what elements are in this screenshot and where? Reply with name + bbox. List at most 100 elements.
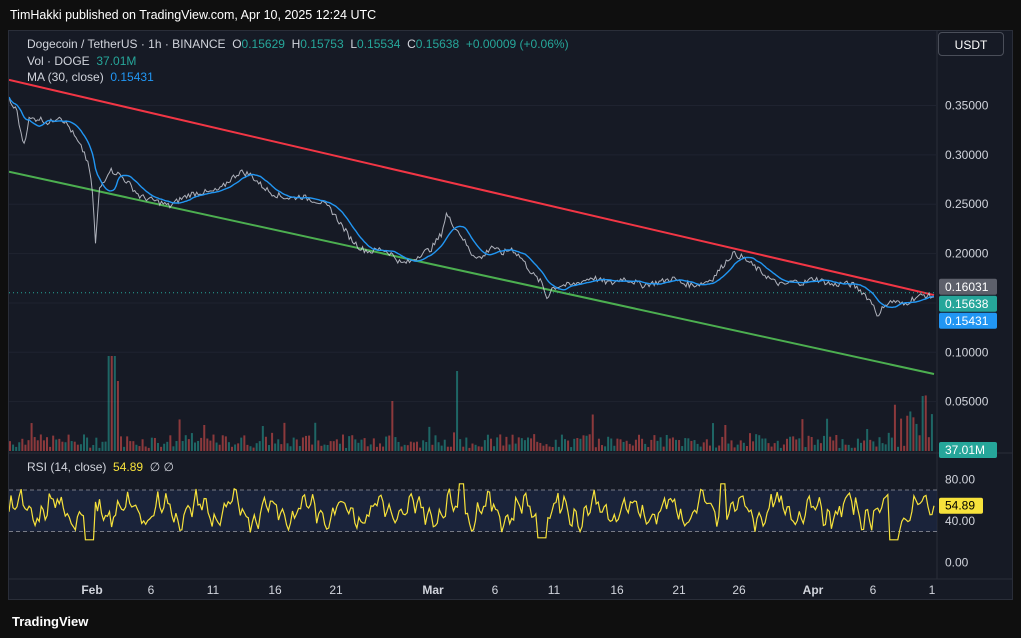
volume-bar [468, 447, 471, 451]
volume-bar [856, 438, 859, 451]
volume-bar [246, 444, 249, 451]
volume-bar [95, 437, 98, 451]
volume-bar [696, 443, 699, 451]
price-tick-label: 0.05000 [945, 395, 989, 409]
low-value: 0.15534 [357, 37, 401, 51]
volume-bar [853, 447, 856, 451]
volume-bar [129, 441, 132, 451]
close-value: 0.15638 [415, 37, 460, 51]
volume-bar [644, 443, 647, 451]
volume-bar [243, 435, 246, 451]
close-label: C [407, 37, 416, 51]
volume-bar [813, 444, 816, 451]
volume-bar [73, 441, 76, 451]
volume-bar [144, 446, 147, 451]
time-tick-label: 11 [548, 583, 561, 597]
volume-bar [237, 443, 240, 451]
volume-bar [268, 445, 270, 451]
volume-bar [520, 438, 523, 451]
symbol-name[interactable]: Dogecoin / TetherUS · 1h · BINANCE [27, 37, 226, 51]
publish-header-text: TimHakki published on TradingView.com, A… [10, 8, 377, 22]
volume-bar [314, 422, 317, 451]
volume-bar [727, 443, 730, 451]
volume-bar [348, 436, 351, 451]
volume-bar [807, 435, 810, 451]
volume-bar [742, 442, 745, 451]
volume-bar [881, 443, 884, 451]
volume-bar [12, 444, 15, 451]
volume-bar [33, 437, 36, 451]
volume-label[interactable]: Vol · DOGE [27, 54, 90, 68]
volume-bar [132, 441, 135, 451]
volume-bar [326, 444, 329, 451]
volume-bar [224, 436, 227, 451]
volume-bar [305, 435, 307, 451]
rsi-label[interactable]: RSI (14, close) [27, 460, 107, 474]
volume-bar [480, 446, 483, 451]
volume-bar [514, 443, 517, 451]
volume-bar [863, 440, 866, 451]
volume-bar [668, 438, 671, 451]
volume-bar [58, 438, 61, 451]
volume-bar [604, 446, 607, 451]
volume-bar [42, 440, 45, 451]
volume-bar [927, 437, 930, 451]
high-label: H [291, 37, 301, 51]
volume-bar [227, 442, 230, 451]
volume-bar [221, 435, 224, 451]
chart-canvas[interactable]: 0.35000 0.30000 0.25000 0.20000 0.10000 0.050… [9, 31, 1012, 599]
volume-bar [212, 434, 215, 451]
volume-bar [391, 401, 394, 451]
price-label-tag [939, 295, 997, 312]
volume-bar [576, 438, 579, 451]
ma-30-line [9, 96, 934, 309]
volume-bar [261, 426, 264, 451]
rsi-value-text: 54.89 [945, 499, 975, 513]
volume-bar [449, 446, 452, 451]
volume-bar [437, 442, 440, 451]
chart-panel[interactable]: 0.35000 0.30000 0.25000 0.20000 0.10000 0.050… [8, 30, 1013, 600]
ma-label[interactable]: MA (30, close) [27, 70, 104, 84]
currency-button[interactable]: USDT [938, 32, 1004, 56]
volume-bar [591, 414, 594, 451]
volume-bar [462, 446, 465, 451]
volume-bar [884, 444, 887, 451]
rsi-tick-label: 40.00 [945, 514, 975, 528]
volume-bar [786, 438, 788, 451]
volume-bar [570, 447, 573, 451]
volume-bar [163, 443, 166, 451]
volume-bar [665, 434, 668, 451]
volume-bar [24, 444, 27, 451]
volume-bar [610, 438, 613, 451]
volume-bar [9, 441, 11, 451]
time-tick-label: Feb [81, 583, 102, 597]
volume-bar [301, 437, 304, 451]
volume-bar [860, 442, 862, 451]
volume-bar [573, 438, 576, 451]
volume-bar [850, 447, 853, 451]
volume-bar [298, 446, 301, 451]
volume-bar [708, 445, 711, 451]
volume-bar [893, 404, 896, 451]
volume-bar [283, 422, 286, 451]
rsi-band [9, 490, 937, 532]
volume-bar [647, 447, 650, 451]
time-tick-label: 1 [929, 583, 936, 597]
volume-bar [671, 437, 674, 451]
volume-bar [782, 444, 785, 451]
volume-bar [795, 439, 798, 451]
price-tick-label: 0.30000 [945, 148, 989, 162]
volume-bar [628, 443, 631, 451]
volume-bar [135, 444, 138, 451]
volume-bar [761, 438, 764, 451]
volume-bar [906, 415, 909, 451]
volume-bar [443, 439, 446, 451]
volume-bar [736, 444, 739, 451]
volume-bar [434, 435, 437, 451]
volume-bar [594, 447, 597, 451]
ma-legend: MA (30, close) 0.15431 [27, 70, 154, 84]
volume-bar [360, 439, 363, 451]
volume-bar [372, 438, 375, 451]
volume-bar [702, 442, 705, 451]
volume-bar [533, 434, 536, 451]
